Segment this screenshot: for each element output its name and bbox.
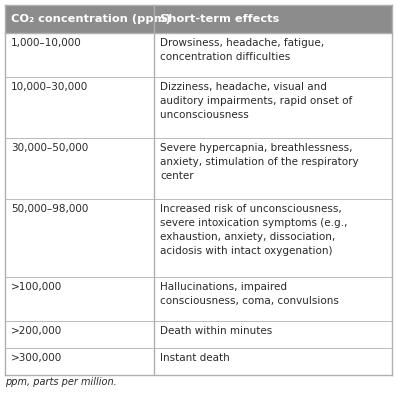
Bar (5, 348, 154, 375)
Text: ppm, parts per million.: ppm, parts per million. (5, 377, 117, 387)
Text: >300,000: >300,000 (11, 353, 62, 363)
Text: Drowsiness, headache, fatigue,
concentration difficulties: Drowsiness, headache, fatigue, concentra… (160, 38, 324, 62)
Text: Death within minutes: Death within minutes (160, 326, 272, 336)
Text: Increased risk of unconsciousness,
severe intoxication symptoms (e.g.,
exhaustio: Increased risk of unconsciousness, sever… (160, 204, 347, 256)
Bar (5, 138, 154, 199)
Bar (154, 77, 392, 138)
Text: Hallucinations, impaired
consciousness, coma, convulsions: Hallucinations, impaired consciousness, … (160, 282, 339, 306)
Text: >100,000: >100,000 (11, 282, 62, 292)
Bar (5, 33, 154, 77)
Bar (154, 138, 392, 199)
Text: 1,000–10,000: 1,000–10,000 (11, 38, 82, 48)
Bar (154, 321, 392, 348)
Bar (5, 199, 154, 277)
Bar (5, 277, 154, 321)
Bar (154, 277, 392, 321)
Bar (5, 77, 154, 138)
Bar (5, 321, 154, 348)
Bar (154, 33, 392, 77)
Bar (154, 199, 392, 277)
Text: Severe hypercapnia, breathlessness,
anxiety, stimulation of the respiratory
cent: Severe hypercapnia, breathlessness, anxi… (160, 143, 358, 181)
Bar (5, 5, 392, 33)
Text: 50,000–98,000: 50,000–98,000 (11, 204, 89, 214)
Bar (154, 348, 392, 375)
Text: 30,000–50,000: 30,000–50,000 (11, 143, 88, 153)
Text: >200,000: >200,000 (11, 326, 62, 336)
Text: Short-term effects: Short-term effects (160, 14, 279, 24)
Text: CO₂ concentration (ppm): CO₂ concentration (ppm) (11, 14, 171, 24)
Text: Dizziness, headache, visual and
auditory impairments, rapid onset of
unconscious: Dizziness, headache, visual and auditory… (160, 82, 352, 120)
Text: 10,000–30,000: 10,000–30,000 (11, 82, 88, 92)
Text: Instant death: Instant death (160, 353, 230, 363)
